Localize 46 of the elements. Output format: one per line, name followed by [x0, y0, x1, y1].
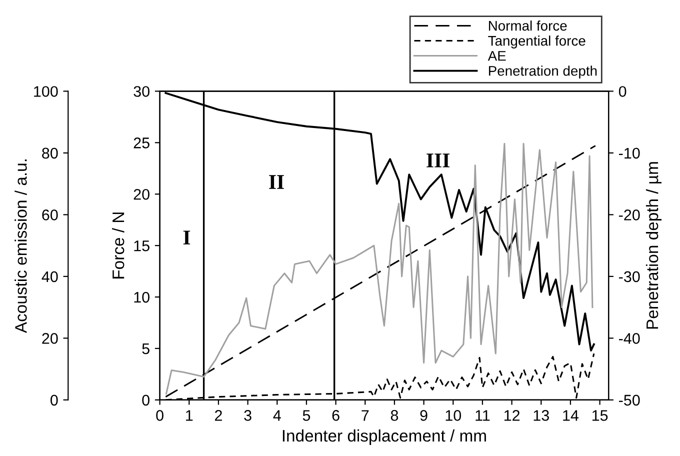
x-tick-label: 7 — [362, 410, 369, 421]
y2-tick-label: -20 — [619, 210, 640, 220]
y3-tick-label: 40 — [42, 271, 58, 282]
x-tick-label: 4 — [273, 410, 281, 421]
x-tick-label: 8 — [390, 410, 398, 421]
x-tick-label: 0 — [156, 410, 164, 421]
annotation: II — [269, 175, 284, 189]
y-tick-label: 30 — [134, 86, 150, 97]
y3-tick-label: 60 — [42, 210, 58, 220]
x-tick-label: 14 — [563, 410, 579, 421]
x-tick-label: 2 — [214, 410, 222, 421]
y2-axis-title: Penetration depth / µm — [646, 162, 662, 329]
x-tick-label: 15 — [592, 410, 608, 421]
y-tick-label: 5 — [142, 343, 150, 354]
x-tick-label: 13 — [534, 410, 549, 421]
y-tick-label: 15 — [134, 240, 150, 252]
y-tick-label: 20 — [134, 188, 150, 200]
x-tick-label: 12 — [504, 410, 520, 421]
y-tick-label: 25 — [134, 138, 150, 148]
x-tick-label: 9 — [420, 410, 428, 421]
y-tick-label: 10 — [134, 292, 150, 303]
legend-label: Tangential force — [488, 36, 586, 48]
y-axis-title: Force / N — [112, 212, 124, 278]
x-tick-label: 1 — [186, 410, 193, 421]
x-tick-label: 6 — [332, 410, 340, 421]
y3-tick-label: 80 — [42, 148, 58, 159]
legend-label: AE — [488, 51, 506, 61]
y2-tick-label: -10 — [619, 148, 640, 159]
y2-tick-label: -50 — [619, 394, 640, 406]
x-tick-label: 5 — [302, 410, 310, 421]
y3-axis-title: Acoustic emission / a.u. — [14, 160, 27, 334]
y3-tick-label: 0 — [50, 394, 58, 406]
y-tick-label: 0 — [142, 394, 150, 406]
x-tick-label: 3 — [244, 410, 252, 421]
y2-tick-label: -30 — [619, 271, 640, 282]
annotation: III — [426, 154, 450, 168]
y2-tick-label: -40 — [619, 333, 640, 344]
x-tick-label: 10 — [446, 410, 462, 421]
x-axis-title: Indenter displacement / mm — [282, 429, 486, 445]
y2-tick-label: 0 — [618, 86, 626, 97]
y3-tick-label: 20 — [42, 333, 58, 344]
legend-label: Normal force — [488, 20, 567, 31]
legend-label: Penetration depth — [488, 66, 597, 79]
x-tick-label: 11 — [476, 410, 490, 421]
y3-tick-label: 100 — [34, 86, 58, 97]
annotation: I — [183, 230, 190, 244]
